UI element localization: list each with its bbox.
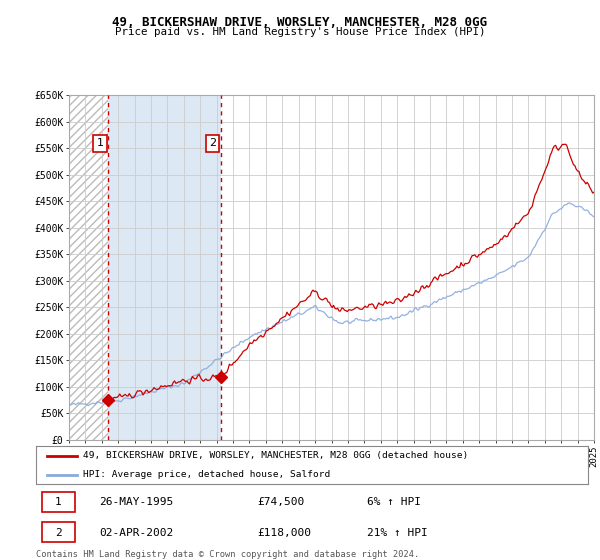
FancyBboxPatch shape <box>41 492 74 512</box>
Text: Price paid vs. HM Land Registry's House Price Index (HPI): Price paid vs. HM Land Registry's House … <box>115 27 485 37</box>
Text: 21% ↑ HPI: 21% ↑ HPI <box>367 528 428 538</box>
Bar <box>108 95 221 440</box>
Text: 1: 1 <box>55 497 61 507</box>
Text: 2: 2 <box>55 528 61 538</box>
Text: 49, BICKERSHAW DRIVE, WORSLEY, MANCHESTER, M28 0GG (detached house): 49, BICKERSHAW DRIVE, WORSLEY, MANCHESTE… <box>83 451 468 460</box>
Text: 6% ↑ HPI: 6% ↑ HPI <box>367 497 421 507</box>
Text: £118,000: £118,000 <box>257 528 311 538</box>
Text: HPI: Average price, detached house, Salford: HPI: Average price, detached house, Salf… <box>83 470 330 479</box>
Text: 1: 1 <box>97 138 103 148</box>
FancyBboxPatch shape <box>41 522 74 543</box>
Text: 49, BICKERSHAW DRIVE, WORSLEY, MANCHESTER, M28 0GG: 49, BICKERSHAW DRIVE, WORSLEY, MANCHESTE… <box>113 16 487 29</box>
Text: 2: 2 <box>209 138 216 148</box>
Bar <box>69 95 108 440</box>
Text: 26-MAY-1995: 26-MAY-1995 <box>100 497 174 507</box>
Text: Contains HM Land Registry data © Crown copyright and database right 2024.
This d: Contains HM Land Registry data © Crown c… <box>36 550 419 560</box>
Text: 02-APR-2002: 02-APR-2002 <box>100 528 174 538</box>
Text: £74,500: £74,500 <box>257 497 304 507</box>
